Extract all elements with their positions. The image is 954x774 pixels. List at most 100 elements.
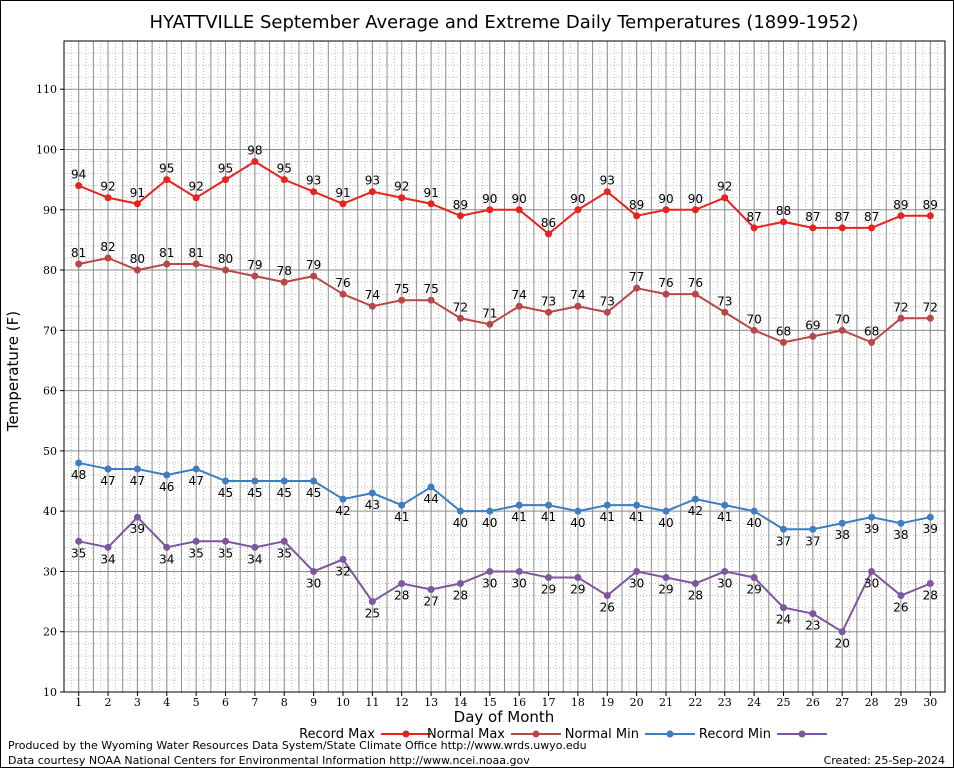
data-point-record-min [897, 592, 905, 600]
data-point-record-max [779, 218, 787, 226]
data-label-record-max: 91 [335, 186, 350, 200]
data-point-record-min [838, 628, 846, 636]
data-label-normal-max: 75 [423, 282, 438, 296]
data-point-normal-min [750, 507, 758, 515]
data-point-normal-max [368, 302, 376, 310]
data-point-normal-min [926, 513, 934, 521]
data-point-record-max [603, 188, 611, 196]
y-axis-label: Temperature (F) [4, 311, 22, 432]
data-label-normal-max: 82 [100, 240, 115, 254]
data-label-normal-min: 44 [423, 492, 438, 506]
x-tick-label: 18 [571, 696, 585, 709]
data-point-normal-min [779, 525, 787, 533]
data-label-normal-min: 40 [482, 516, 497, 530]
data-label-normal-max: 76 [335, 276, 350, 290]
data-label-normal-max: 68 [776, 324, 791, 338]
series-record-min: 35 34 39 34 35 35 34 35 30 32 25 28 27 28 30 30 29 29 26 30… [71, 513, 938, 651]
y-tick-label: 30 [43, 565, 57, 578]
data-point-record-min [574, 573, 582, 581]
footer-created-date: Created: 25-Sep-2024 [824, 754, 945, 767]
data-label-normal-max: 73 [600, 294, 615, 308]
data-label-normal-max: 72 [453, 300, 468, 314]
x-tick-label: 29 [894, 696, 908, 709]
x-tick-label: 30 [923, 696, 937, 709]
data-point-record-min [398, 580, 406, 587]
data-point-normal-min [192, 465, 200, 473]
data-label-record-min: 28 [453, 589, 468, 603]
data-label-record-max: 93 [600, 174, 615, 188]
data-label-normal-min: 38 [835, 528, 850, 542]
data-label-normal-max: 81 [71, 246, 86, 260]
data-point-normal-min [75, 459, 83, 467]
data-label-normal-min: 41 [629, 510, 644, 524]
data-label-normal-min: 42 [335, 504, 350, 518]
data-point-record-min [926, 580, 934, 587]
data-label-record-min: 26 [893, 601, 908, 615]
data-point-record-min [486, 567, 494, 575]
data-point-normal-max [251, 272, 259, 280]
series-normal-max: 81 82 80 81 81 80 79 78 79 76 74 75 75 72 71 74 73 74 73 77… [71, 240, 938, 346]
data-point-record-max [310, 188, 318, 196]
data-label-record-max: 88 [776, 204, 791, 218]
data-label-record-max: 89 [923, 198, 938, 212]
data-label-record-min: 34 [159, 552, 174, 566]
data-point-record-min [691, 580, 699, 587]
x-tick-label: 27 [835, 696, 849, 709]
data-point-record-min [133, 513, 141, 521]
x-tick-label: 8 [281, 696, 288, 709]
data-label-normal-max: 69 [805, 318, 820, 332]
data-label-normal-min: 41 [394, 510, 409, 524]
data-label-normal-min: 45 [306, 486, 321, 500]
data-point-normal-max [515, 302, 523, 310]
data-label-record-max: 95 [277, 162, 292, 176]
data-point-record-min [222, 537, 230, 545]
data-label-normal-min: 47 [189, 474, 204, 488]
data-label-record-max: 89 [893, 198, 908, 212]
data-point-record-min [280, 537, 288, 545]
data-label-record-max: 87 [864, 210, 879, 224]
data-label-normal-max: 71 [482, 306, 497, 320]
data-point-normal-max [926, 314, 934, 322]
data-label-record-max: 87 [835, 210, 850, 224]
data-label-record-max: 89 [629, 198, 644, 212]
x-tick-label: 6 [222, 696, 229, 709]
data-label-normal-max: 77 [629, 270, 644, 284]
x-tick-label: 24 [747, 696, 761, 709]
data-label-record-min: 35 [71, 546, 86, 560]
data-label-normal-min: 40 [570, 516, 585, 530]
data-label-record-min: 25 [365, 607, 380, 621]
plot-area [63, 40, 946, 693]
data-point-record-max [368, 188, 376, 196]
data-point-normal-max [633, 284, 641, 292]
data-label-record-max: 91 [423, 186, 438, 200]
data-point-normal-min [633, 501, 641, 509]
data-point-normal-min [486, 507, 494, 515]
data-point-record-max [662, 206, 670, 214]
data-point-normal-min [280, 477, 288, 485]
data-point-record-max [133, 200, 141, 208]
data-point-normal-min [398, 501, 406, 509]
data-label-record-max: 89 [453, 198, 468, 212]
y-axis-ticks: 10 20 30 40 50 60 70 80 90 100 110 [36, 83, 64, 699]
data-label-record-max: 90 [482, 192, 497, 206]
x-tick-label: 21 [659, 696, 673, 709]
data-point-record-max [398, 194, 406, 202]
legend-label-record-min: Record Min [699, 727, 771, 742]
data-label-normal-max: 73 [541, 294, 556, 308]
y-tick-label: 60 [43, 385, 57, 398]
data-point-record-max [633, 212, 641, 220]
data-point-record-min [809, 610, 817, 618]
footer-data-courtesy: Data courtesy NOAA National Centers for … [8, 754, 530, 767]
data-point-normal-min [721, 501, 729, 509]
data-label-normal-min: 37 [776, 534, 791, 548]
data-label-normal-max: 79 [306, 258, 321, 272]
data-point-normal-min [104, 465, 112, 473]
data-label-record-max: 90 [688, 192, 703, 206]
data-label-record-max: 92 [717, 180, 732, 194]
data-point-normal-min [133, 465, 141, 473]
data-point-normal-max [192, 260, 200, 268]
legend-label-normal-max: Normal Max [427, 727, 505, 742]
data-label-record-min: 32 [335, 564, 350, 578]
data-point-normal-max [838, 326, 846, 334]
